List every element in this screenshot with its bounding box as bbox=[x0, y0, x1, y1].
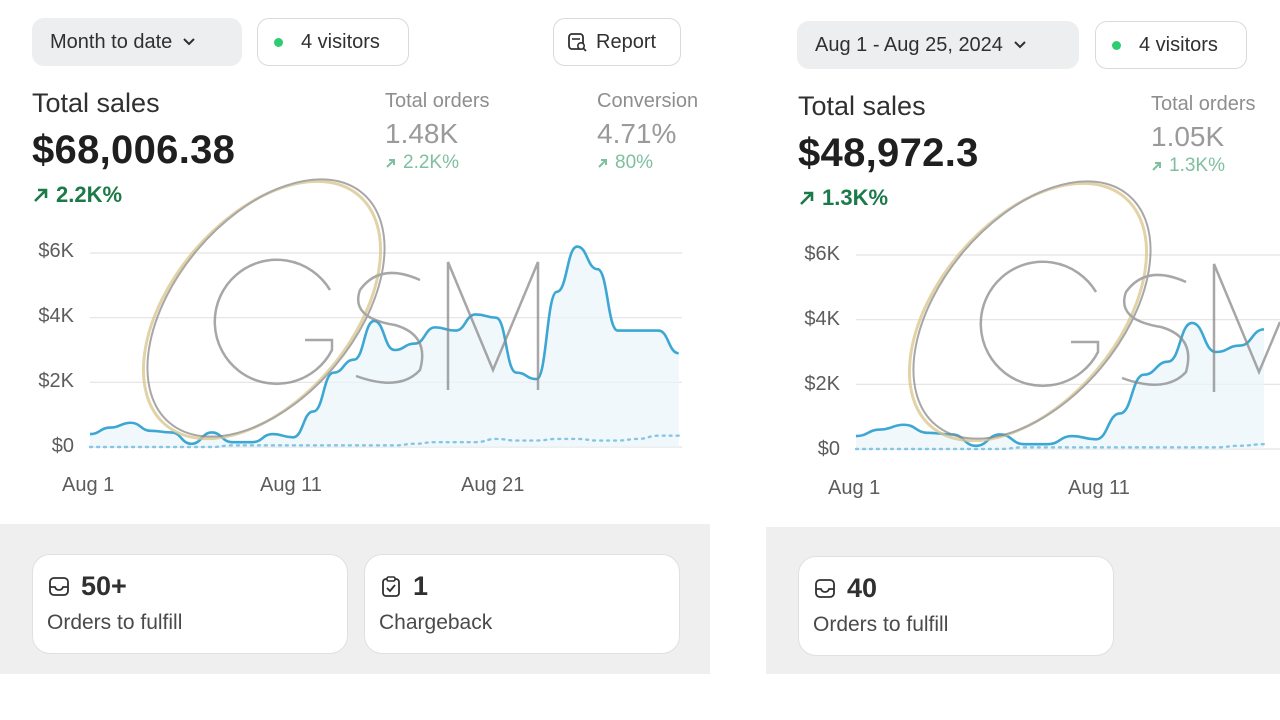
orders-to-fulfill-count: 50+ bbox=[81, 571, 127, 601]
total-sales-change: 2.2K% bbox=[32, 182, 122, 208]
report-button[interactable]: Report bbox=[553, 18, 681, 66]
conversion-change-text: 80% bbox=[615, 152, 654, 173]
date-range-label: Aug 1 - Aug 25, 2024 bbox=[815, 33, 1003, 56]
conversion-change: 80% bbox=[597, 152, 653, 174]
orders-to-fulfill-count: 40 bbox=[847, 573, 878, 603]
total-sales-label: Total sales bbox=[32, 88, 160, 118]
inbox-icon bbox=[49, 577, 69, 596]
clipboard-check-icon bbox=[382, 576, 400, 597]
y-tick-label: $4K bbox=[804, 308, 840, 330]
total-sales-change-text: 2.2K% bbox=[56, 182, 123, 207]
report-label: Report bbox=[596, 30, 657, 53]
total-sales-value: $48,972.3 bbox=[798, 131, 979, 175]
date-range-selector[interactable]: Aug 1 - Aug 25, 2024 bbox=[797, 21, 1079, 69]
right-dashboard-panel: Aug 1 - Aug 25, 2024 4 visitors Total sa… bbox=[766, 0, 1280, 720]
chargeback-title: Chargeback bbox=[379, 611, 493, 634]
y-tick-label: $4K bbox=[38, 305, 74, 327]
y-tick-label: $2K bbox=[38, 370, 74, 392]
total-sales-change-text: 1.3K% bbox=[822, 185, 889, 210]
series-area bbox=[856, 322, 1264, 449]
series-line-previous bbox=[88, 434, 680, 449]
visitors-label: 4 visitors bbox=[301, 30, 380, 53]
total-orders-value: 1.05K bbox=[1151, 121, 1225, 152]
chevron-down-icon bbox=[183, 38, 196, 46]
orders-to-fulfill-card[interactable]: 50+ Orders to fulfill bbox=[32, 554, 348, 654]
total-orders-change: 2.2K% bbox=[385, 152, 459, 174]
live-visitors-button[interactable]: 4 visitors bbox=[257, 18, 409, 66]
live-dot-icon bbox=[274, 37, 283, 47]
y-tick-label: $0 bbox=[51, 435, 74, 457]
orders-to-fulfill-title: Orders to fulfill bbox=[47, 611, 183, 634]
arrow-up-right-icon bbox=[34, 188, 48, 202]
arrow-up-right-icon bbox=[598, 159, 607, 168]
visitors-label: 4 visitors bbox=[1139, 33, 1218, 56]
total-orders-label: Total orders bbox=[1151, 93, 1256, 115]
conversion-label: Conversion bbox=[597, 90, 699, 112]
series-line-previous bbox=[854, 442, 1266, 451]
arrow-up-right-icon bbox=[800, 191, 814, 205]
live-dot-icon bbox=[1112, 40, 1121, 50]
x-tick-label: Aug 1 bbox=[828, 477, 881, 499]
x-tick-label: Aug 21 bbox=[461, 474, 525, 496]
chargeback-count: 1 bbox=[413, 571, 429, 601]
x-tick-label: Aug 11 bbox=[1068, 477, 1130, 499]
x-tick-label: Aug 11 bbox=[260, 474, 322, 496]
sales-line-chart bbox=[88, 245, 682, 449]
total-orders-change-text: 2.2K% bbox=[403, 152, 459, 173]
y-tick-label: $6K bbox=[38, 240, 74, 262]
arrow-up-right-icon bbox=[386, 159, 395, 168]
date-range-label: Month to date bbox=[50, 30, 173, 53]
series-area bbox=[90, 246, 679, 447]
y-tick-label: $0 bbox=[817, 438, 840, 460]
total-sales-value: $68,006.38 bbox=[32, 128, 236, 172]
total-orders-change: 1.3K% bbox=[1151, 155, 1225, 177]
y-tick-label: $6K bbox=[804, 243, 840, 265]
chevron-down-icon bbox=[1014, 41, 1026, 49]
conversion-value: 4.71% bbox=[597, 118, 677, 149]
date-range-selector[interactable]: Month to date bbox=[32, 18, 242, 66]
total-sales-change: 1.3K% bbox=[798, 185, 888, 211]
x-tick-label: Aug 1 bbox=[62, 474, 115, 496]
chargeback-card[interactable]: 1 Chargeback bbox=[364, 554, 680, 654]
total-sales-label: Total sales bbox=[798, 91, 926, 121]
left-dashboard-panel: Month to date 4 visitors Report Total sa… bbox=[0, 18, 710, 674]
arrow-up-right-icon bbox=[1152, 162, 1161, 171]
orders-to-fulfill-card[interactable]: 40 Orders to fulfill bbox=[798, 556, 1114, 656]
report-icon bbox=[568, 33, 587, 52]
total-orders-change-text: 1.3K% bbox=[1169, 155, 1225, 176]
total-orders-value: 1.48K bbox=[385, 118, 459, 149]
inbox-icon bbox=[815, 579, 835, 598]
live-visitors-button[interactable]: 4 visitors bbox=[1095, 21, 1247, 69]
y-tick-label: $2K bbox=[804, 373, 840, 395]
sales-line-chart bbox=[854, 254, 1280, 451]
orders-to-fulfill-title: Orders to fulfill bbox=[813, 613, 949, 636]
total-orders-label: Total orders bbox=[385, 90, 490, 112]
